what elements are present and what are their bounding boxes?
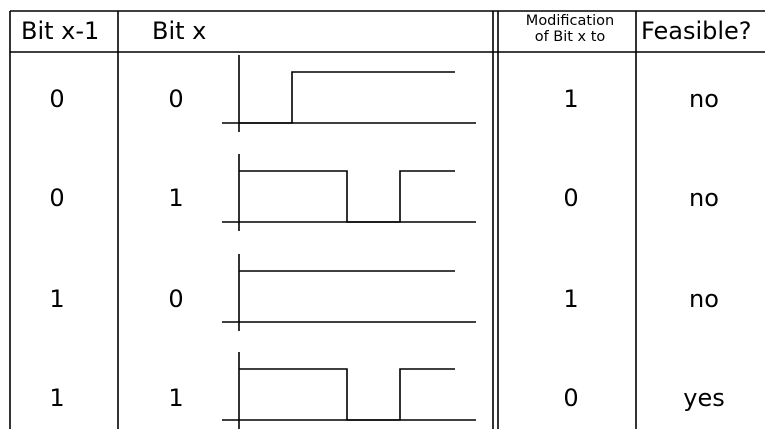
waveform-row-1	[222, 55, 476, 132]
row-4-bit-prev: 1	[49, 384, 65, 412]
header-modification-line2: of Bit x to	[534, 28, 606, 45]
waveform-row-4	[222, 352, 476, 429]
row-4-bit-x: 1	[168, 384, 184, 412]
header-modification-line1: Modification	[525, 13, 615, 29]
header-bit-prev: Bit x-1	[21, 17, 100, 45]
waveform-signal	[239, 170, 455, 223]
row-3-feasible: no	[689, 285, 719, 313]
waveform-signal	[239, 71, 455, 124]
row-2-bit-x: 1	[168, 184, 184, 212]
row-1-bit-prev: 0	[49, 85, 65, 113]
waveform-row-3	[222, 254, 476, 331]
row-4-feasible: yes	[683, 384, 725, 412]
row-3-bit-x: 0	[168, 285, 184, 313]
row-1-bit-x: 0	[168, 85, 184, 113]
row-1-modification: 1	[563, 85, 579, 113]
row-3-bit-prev: 1	[49, 285, 65, 313]
waveform-signal	[239, 368, 455, 421]
row-4-modification: 0	[563, 384, 579, 412]
header-bit-x: Bit x	[152, 17, 207, 45]
waveform-row-2	[222, 154, 476, 231]
row-2-feasible: no	[689, 184, 719, 212]
row-2-modification: 0	[563, 184, 579, 212]
header-feasible: Feasible?	[641, 17, 752, 45]
row-2-bit-prev: 0	[49, 184, 65, 212]
row-3-modification: 1	[563, 285, 579, 313]
row-1-feasible: no	[689, 85, 719, 113]
header-modification: Modification of Bit x to	[525, 13, 615, 46]
